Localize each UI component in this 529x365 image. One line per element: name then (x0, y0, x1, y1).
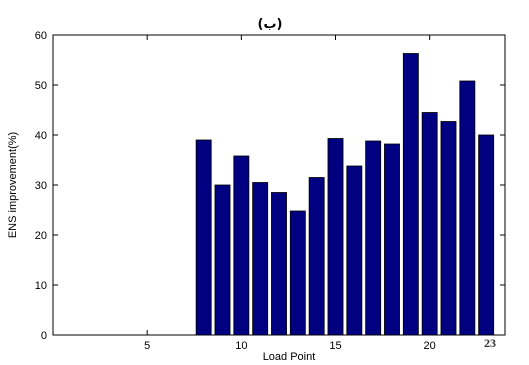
x-extra-label: 23 (484, 336, 496, 350)
bar (327, 138, 344, 336)
bar (252, 182, 269, 336)
bar (421, 112, 438, 336)
y-tick-label: 40 (35, 130, 47, 142)
bar (308, 177, 325, 336)
bar (346, 165, 363, 336)
y-axis-label: ENS improvement(%) (7, 132, 19, 238)
bar (440, 121, 457, 336)
y-tick-labels: 0 10 20 30 40 50 60 (35, 30, 47, 342)
chart-subtitle: (ب) (258, 17, 283, 32)
bar (195, 139, 212, 336)
bar (478, 134, 495, 336)
x-axis-label: Load Point (263, 351, 316, 363)
x-tick-label: 10 (235, 340, 247, 352)
x-tick-label: 5 (144, 340, 150, 352)
bar (271, 192, 287, 336)
y-tick-label: 30 (35, 180, 47, 192)
x-tick-label: 20 (424, 340, 436, 352)
bar (214, 184, 231, 336)
bar (233, 155, 250, 336)
bar (384, 143, 400, 336)
y-tick-label: 50 (35, 80, 47, 92)
bar (289, 210, 306, 336)
bar (459, 80, 476, 336)
bar-series (195, 53, 495, 336)
y-tick-label: 0 (41, 330, 47, 342)
y-tick-label: 10 (35, 280, 47, 292)
y-tick-label: 60 (35, 30, 47, 42)
x-tick-label: 15 (329, 340, 341, 352)
bar (402, 53, 419, 336)
y-tick-label: 20 (35, 230, 47, 242)
x-tick-labels: 5 10 15 20 (144, 340, 436, 352)
bar (365, 140, 382, 336)
